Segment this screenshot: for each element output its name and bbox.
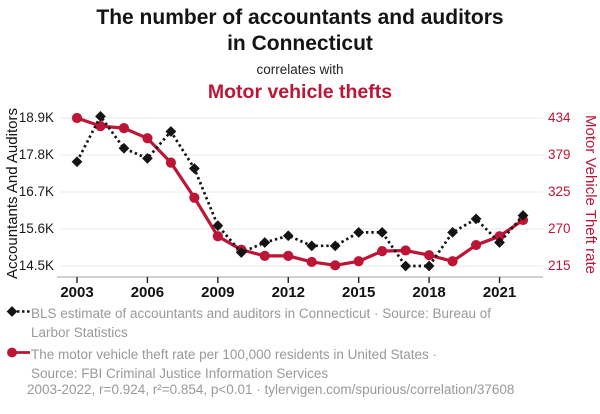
left-axis-tick-label: 14.5K bbox=[18, 258, 54, 273]
x-axis-tick-label: 2018 bbox=[412, 284, 446, 301]
stats-footnote: 2003-2022, r=0.924, r²=0.854, p<0.01 · t… bbox=[27, 382, 515, 397]
legend-item-accountants-line1: BLS estimate of accountants and auditors… bbox=[31, 306, 492, 321]
left-axis-tick-label: 17.8K bbox=[18, 147, 54, 162]
x-axis-tick-label: 2021 bbox=[482, 284, 517, 301]
x-axis-tick-label: 2012 bbox=[271, 284, 305, 301]
x-axis-tick-label: 2003 bbox=[60, 284, 94, 301]
chart-title: The number of accountants and auditors i… bbox=[0, 5, 600, 57]
right-axis-tick-label: 270 bbox=[548, 220, 571, 236]
left-axis-tick-label: 16.7K bbox=[18, 184, 54, 199]
left-axis-tick-label: 15.6K bbox=[18, 221, 54, 236]
x-axis-tick-label: 2015 bbox=[341, 284, 376, 301]
legend-circle-solid-icon bbox=[7, 347, 30, 358]
legend-item-accountants: BLS estimate of accountants and auditors… bbox=[31, 304, 583, 342]
data-series bbox=[71, 110, 529, 272]
correlate-title: Motor vehicle thefts bbox=[207, 81, 393, 103]
right-axis-tick-label: 215 bbox=[548, 258, 571, 273]
legend-item-theft-rate-line2: Source: FBI Criminal Justice Information… bbox=[31, 366, 329, 381]
x-axis-tick-label: 2006 bbox=[130, 284, 165, 301]
right-axis-tick-label: 379 bbox=[548, 147, 571, 163]
x-axis-tick-label: 2009 bbox=[201, 284, 235, 301]
x-axis bbox=[57, 276, 543, 283]
right-axis-title: Motor Vehicle Theft rate bbox=[582, 114, 599, 274]
left-axis-tick-label: 18.9K bbox=[18, 110, 54, 125]
right-axis-tick-label: 325 bbox=[548, 183, 571, 199]
legend-item-theft-rate-line1: The motor vehicle theft rate per 100,000… bbox=[31, 347, 437, 362]
chart-subtitle: correlates with bbox=[256, 62, 344, 77]
legend-item-accountants-line2: Larbor Statistics bbox=[31, 325, 128, 340]
right-axis-tick-label: 434 bbox=[548, 110, 571, 125]
chart-title-text: The number of accountants and auditors i… bbox=[96, 6, 504, 55]
legend-item-theft-rate: The motor vehicle theft rate per 100,000… bbox=[31, 345, 583, 383]
legend-diamond-dotted-icon bbox=[6, 306, 31, 317]
gridlines bbox=[60, 117, 543, 267]
